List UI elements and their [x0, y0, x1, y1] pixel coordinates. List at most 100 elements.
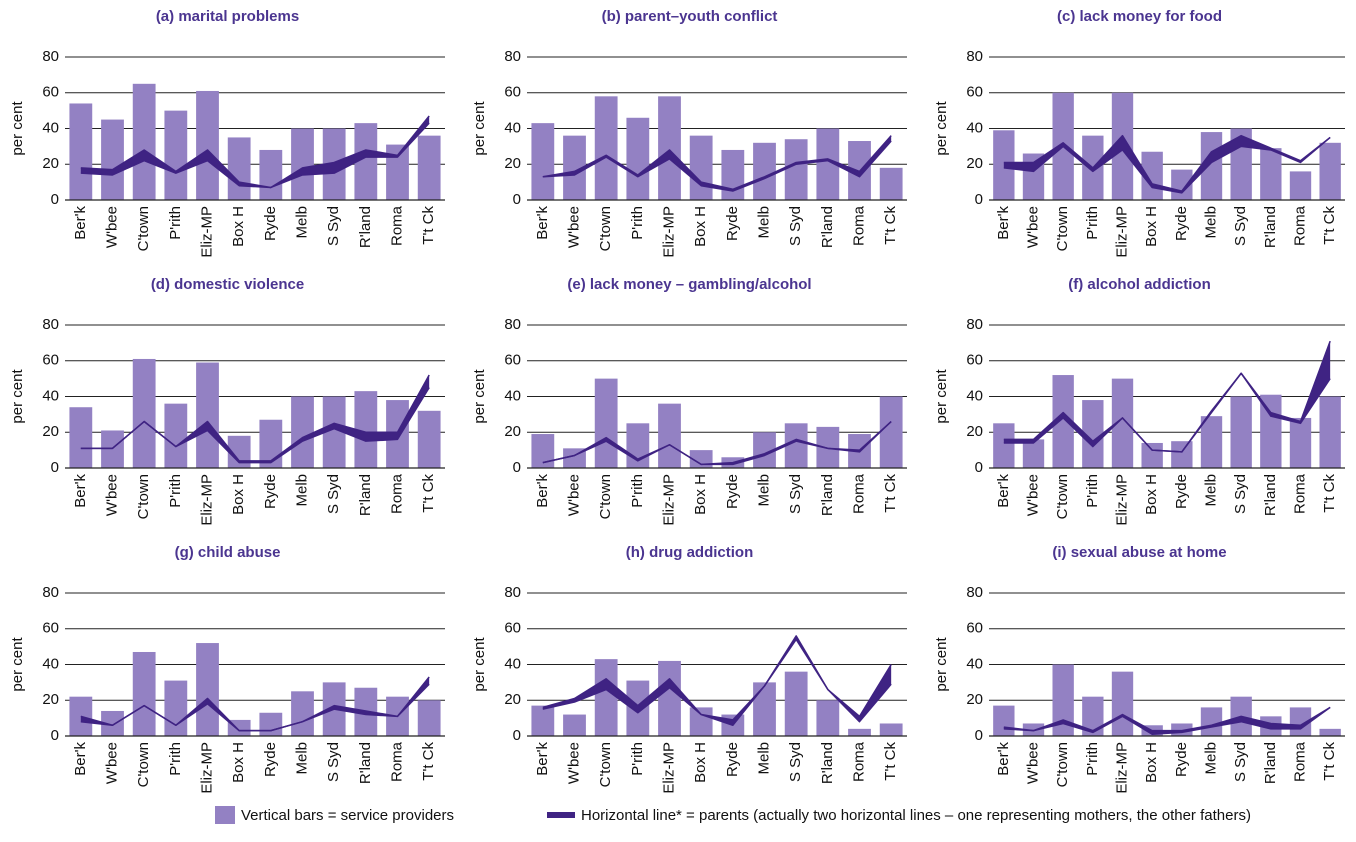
bar [322, 396, 346, 468]
x-tick-label: P'rith [167, 742, 184, 776]
panel-title: (d) domestic violence [151, 276, 304, 293]
x-tick-label: W'bee [103, 206, 120, 248]
x-tick-label: Box H [230, 206, 247, 247]
panel-title: (e) lack money – gambling/alcohol [567, 276, 811, 293]
legend-label: Horizontal line* = parents (actually two… [581, 807, 1251, 824]
bar [689, 707, 713, 736]
y-tick-label: 40 [504, 655, 521, 672]
bar [259, 712, 283, 736]
panel-title: (h) drug addiction [626, 544, 753, 561]
bar [1171, 441, 1193, 468]
bar [1289, 417, 1312, 468]
x-tick-label: R'land [819, 474, 836, 516]
parents-line [1003, 134, 1331, 192]
x-tick-label: W'bee [103, 742, 120, 784]
bar [1141, 442, 1163, 468]
y-tick-label: 20 [504, 691, 521, 708]
x-tick-label: Box H [230, 742, 247, 783]
parents-line [542, 135, 892, 191]
panel-title: (c) lack money for food [1057, 8, 1222, 25]
x-tick-label: Roma [850, 205, 867, 246]
bar [132, 651, 156, 736]
x-tick-label: Roma [388, 741, 405, 782]
bar [259, 149, 283, 200]
bar [354, 123, 378, 200]
bar [1022, 723, 1045, 736]
y-tick-label: 60 [504, 620, 521, 637]
y-tick-label: 80 [966, 48, 983, 65]
x-tick-label: S Syd [1232, 474, 1249, 514]
x-tick-label: W'bee [565, 742, 582, 784]
x-tick-label: Melb [293, 474, 310, 507]
bar [1260, 148, 1282, 200]
x-tick-label: Ryde [262, 206, 279, 241]
y-tick-label: 40 [966, 119, 983, 136]
x-tick-label: Box H [692, 474, 709, 515]
x-tick-label: T't Ck [420, 474, 437, 513]
bar [1319, 142, 1341, 200]
legend: Vertical bars = service providers Horizon… [215, 806, 1251, 824]
x-tick-label: Roma [1291, 473, 1308, 514]
x-tick-label: Roma [388, 205, 405, 246]
legend-label: Vertical bars = service providers [241, 807, 454, 824]
x-tick-label: Melb [755, 206, 772, 239]
x-tick-label: T't Ck [882, 206, 899, 245]
x-tick-label: Eliz-MP [198, 474, 215, 526]
parents-line [1003, 706, 1331, 735]
x-tick-label: Ber'k [72, 474, 89, 508]
y-tick-label: 60 [504, 84, 521, 101]
x-tick-label: S Syd [787, 474, 804, 514]
y-tick-label: 40 [504, 119, 521, 136]
x-tick-label: Box H [230, 474, 247, 515]
bar [1052, 375, 1074, 468]
x-tick-label: P'rith [167, 474, 184, 508]
y-tick-label: 0 [513, 459, 521, 476]
panel-title: (g) child abuse [175, 544, 281, 561]
x-tick-label: P'rith [629, 474, 646, 508]
x-tick-label: Ber'k [534, 742, 551, 776]
x-tick-label: Eliz-MP [198, 206, 215, 258]
x-tick-label: Roma [1291, 205, 1308, 246]
x-tick-label: Ryde [724, 474, 741, 509]
x-tick-label: C'town [1054, 742, 1071, 787]
x-tick-label: Ryde [1173, 742, 1190, 777]
y-tick-label: 80 [504, 316, 521, 333]
x-tick-label: Ryde [262, 474, 279, 509]
bar [1111, 378, 1134, 468]
x-tick-label: Eliz-MP [660, 742, 677, 794]
y-axis-label: per cent [933, 369, 950, 424]
x-tick-label: C'town [597, 206, 614, 251]
parents-line [542, 140, 892, 192]
bar [1052, 664, 1074, 736]
panel: (i) sexual abuse at home per cent 0 20 40 60 8… [933, 544, 1345, 794]
y-tick-label: 80 [42, 584, 59, 601]
legend-swatch [215, 806, 235, 824]
bar [594, 96, 618, 200]
bar [1200, 707, 1223, 736]
x-tick-label: Melb [755, 474, 772, 507]
bar [386, 144, 409, 200]
x-tick-label: Ryde [262, 742, 279, 777]
bar [1022, 439, 1045, 468]
y-tick-label: 60 [42, 620, 59, 637]
bar [626, 117, 650, 200]
x-tick-label: Box H [692, 742, 709, 783]
y-tick-label: 0 [513, 727, 521, 744]
y-tick-label: 80 [504, 48, 521, 65]
x-tick-label: R'land [1262, 474, 1279, 516]
bar [753, 142, 776, 200]
bar [101, 710, 124, 736]
y-tick-label: 20 [966, 423, 983, 440]
y-axis-label: per cent [933, 637, 950, 692]
bar [69, 407, 93, 468]
x-tick-label: Eliz-MP [1113, 206, 1130, 258]
x-tick-label: Melb [755, 742, 772, 775]
x-tick-label: Ryde [724, 742, 741, 777]
parents-line [1003, 136, 1331, 194]
bar [879, 167, 903, 200]
y-tick-label: 60 [966, 352, 983, 369]
y-tick-label: 80 [42, 316, 59, 333]
x-tick-label: Roma [850, 741, 867, 782]
bar [227, 137, 251, 200]
